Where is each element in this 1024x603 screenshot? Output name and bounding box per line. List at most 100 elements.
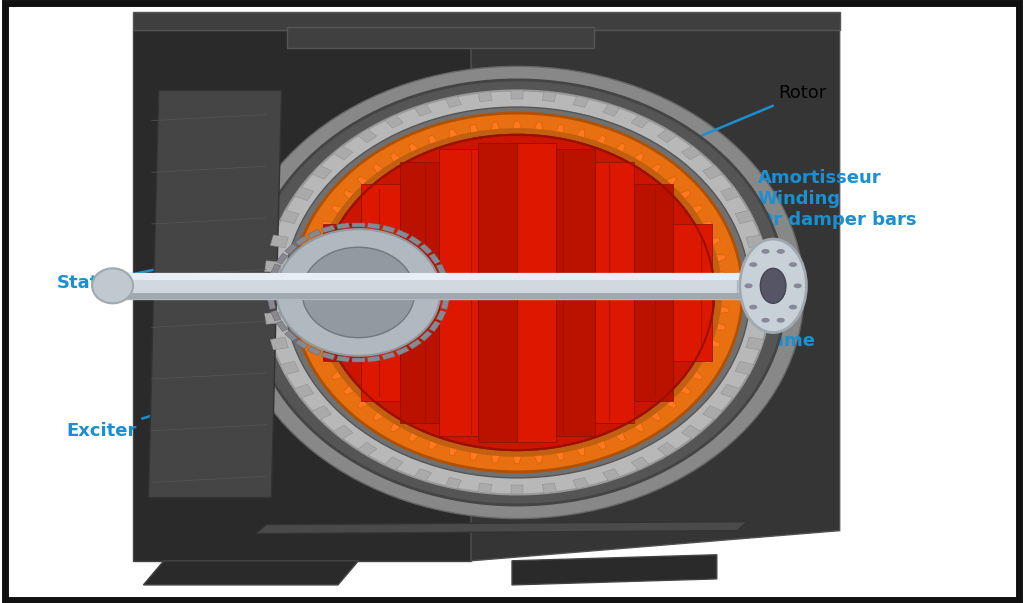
Polygon shape	[667, 177, 677, 185]
Polygon shape	[373, 164, 383, 173]
Bar	[102, 293, 758, 299]
Polygon shape	[420, 330, 432, 341]
Polygon shape	[263, 287, 279, 298]
Polygon shape	[264, 312, 282, 324]
Polygon shape	[270, 264, 281, 275]
Polygon shape	[333, 146, 352, 160]
Circle shape	[744, 283, 753, 288]
Polygon shape	[471, 30, 840, 561]
Polygon shape	[717, 323, 726, 330]
Polygon shape	[542, 92, 556, 102]
Polygon shape	[513, 456, 521, 464]
Polygon shape	[746, 235, 764, 248]
Circle shape	[762, 318, 770, 323]
Bar	[595, 162, 634, 423]
Polygon shape	[390, 153, 400, 162]
Polygon shape	[357, 442, 377, 456]
Ellipse shape	[319, 134, 715, 450]
Ellipse shape	[312, 128, 722, 457]
Polygon shape	[634, 423, 644, 432]
Polygon shape	[616, 144, 626, 152]
Polygon shape	[471, 452, 478, 460]
Polygon shape	[577, 447, 585, 456]
Polygon shape	[445, 96, 461, 107]
Polygon shape	[148, 90, 282, 497]
Polygon shape	[133, 12, 840, 30]
Text: Rotor: Rotor	[584, 84, 826, 185]
Polygon shape	[436, 310, 446, 321]
Polygon shape	[304, 289, 312, 296]
Bar	[102, 273, 758, 280]
Polygon shape	[409, 144, 418, 152]
Bar	[673, 224, 712, 361]
Polygon shape	[352, 358, 365, 362]
Bar	[737, 273, 768, 299]
Circle shape	[762, 249, 770, 254]
Circle shape	[750, 262, 758, 267]
Ellipse shape	[739, 239, 807, 333]
Polygon shape	[616, 433, 626, 441]
Text: Frame: Frame	[707, 332, 816, 384]
Polygon shape	[711, 238, 720, 245]
Polygon shape	[385, 457, 403, 470]
Polygon shape	[294, 384, 313, 398]
Polygon shape	[657, 442, 677, 456]
Polygon shape	[597, 135, 605, 144]
Polygon shape	[450, 129, 458, 137]
Ellipse shape	[248, 80, 786, 505]
Polygon shape	[429, 441, 437, 450]
Bar	[478, 144, 517, 441]
Polygon shape	[721, 384, 740, 398]
Ellipse shape	[230, 66, 804, 519]
Polygon shape	[651, 412, 662, 421]
Polygon shape	[702, 406, 722, 420]
Polygon shape	[322, 352, 335, 360]
Polygon shape	[573, 96, 589, 107]
Polygon shape	[450, 447, 458, 456]
Polygon shape	[357, 177, 368, 185]
Polygon shape	[513, 121, 521, 128]
Polygon shape	[285, 244, 297, 254]
Polygon shape	[267, 288, 273, 297]
Polygon shape	[657, 129, 677, 143]
Ellipse shape	[292, 113, 742, 472]
Polygon shape	[294, 187, 313, 201]
Bar	[361, 184, 400, 401]
Polygon shape	[395, 347, 410, 355]
Polygon shape	[542, 483, 556, 493]
Polygon shape	[420, 244, 432, 254]
Polygon shape	[395, 230, 410, 238]
Ellipse shape	[760, 268, 786, 303]
Polygon shape	[409, 236, 422, 245]
Polygon shape	[143, 561, 358, 585]
Polygon shape	[409, 433, 418, 441]
Polygon shape	[511, 485, 523, 494]
Polygon shape	[267, 299, 275, 309]
Circle shape	[794, 283, 802, 288]
Polygon shape	[368, 356, 380, 362]
Polygon shape	[429, 321, 440, 332]
Polygon shape	[322, 225, 335, 233]
Polygon shape	[409, 339, 422, 349]
Polygon shape	[746, 337, 764, 350]
Polygon shape	[270, 337, 288, 350]
Polygon shape	[285, 330, 297, 341]
Polygon shape	[721, 187, 740, 201]
Polygon shape	[352, 223, 365, 227]
Polygon shape	[756, 287, 771, 298]
Polygon shape	[312, 165, 332, 179]
Polygon shape	[295, 339, 308, 349]
Polygon shape	[267, 276, 275, 286]
Polygon shape	[373, 412, 383, 421]
Polygon shape	[295, 236, 308, 245]
Text: Amortisseur
Winding
Or damper bars: Amortisseur Winding Or damper bars	[620, 169, 916, 245]
Polygon shape	[371, 377, 412, 407]
Polygon shape	[357, 129, 377, 143]
Circle shape	[776, 249, 784, 254]
Circle shape	[776, 318, 784, 323]
Polygon shape	[344, 191, 354, 199]
Polygon shape	[512, 555, 717, 585]
Polygon shape	[667, 400, 677, 408]
Ellipse shape	[92, 268, 133, 303]
Polygon shape	[720, 306, 729, 313]
